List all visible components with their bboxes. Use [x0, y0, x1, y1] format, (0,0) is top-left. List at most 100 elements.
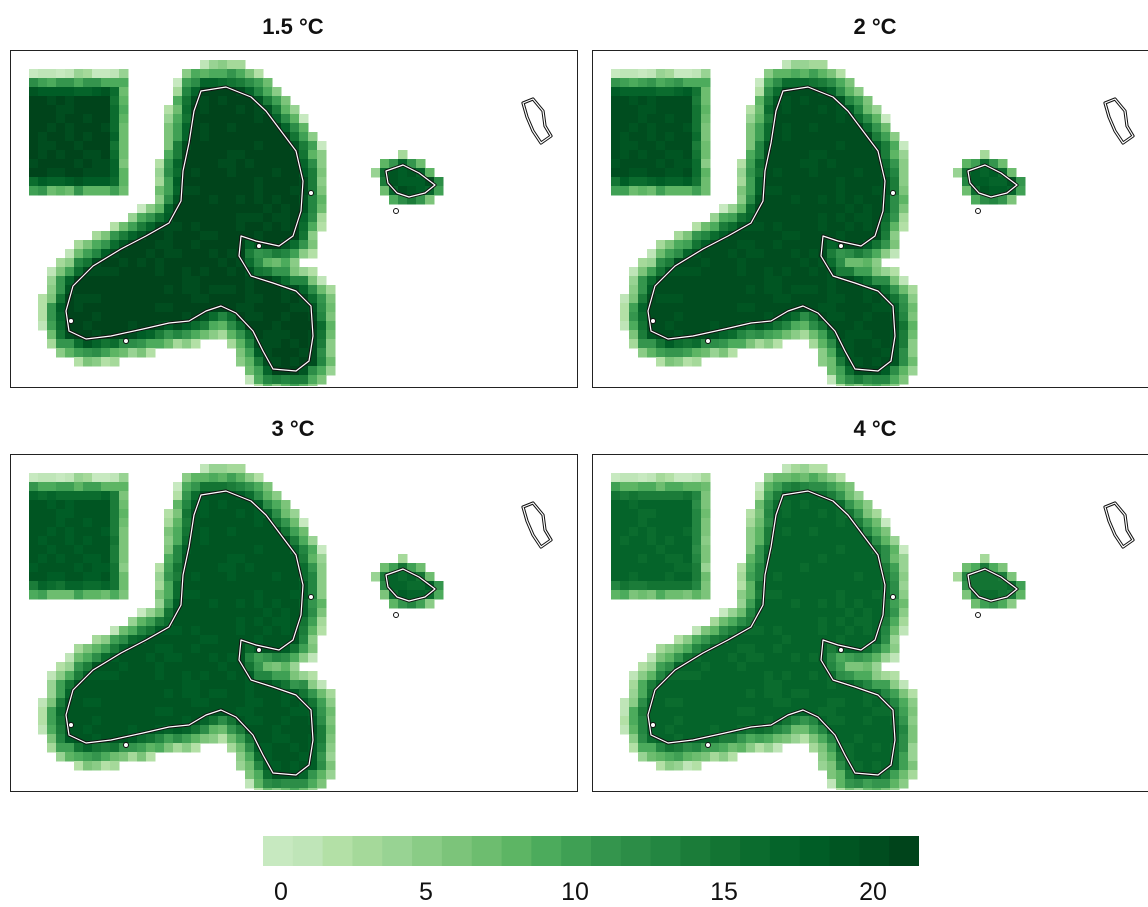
map-cell [29, 554, 39, 564]
map-cell [146, 285, 156, 295]
map-cell [254, 563, 264, 573]
map-cell [845, 258, 855, 268]
map-cell [245, 141, 255, 151]
map-cell [863, 276, 873, 286]
map-cell [29, 572, 39, 582]
map-cell [236, 626, 246, 636]
map-cell [119, 653, 129, 663]
map-cell [818, 105, 828, 115]
map-cell [317, 366, 327, 376]
map-cell [128, 698, 138, 708]
map-cell [29, 114, 39, 124]
map-cell [128, 267, 138, 277]
map-cell [254, 581, 264, 591]
map-cell [755, 312, 765, 322]
map-cell [146, 689, 156, 699]
map-cell [326, 321, 336, 331]
map-cell [56, 473, 66, 483]
map-cell [299, 357, 309, 367]
map-cell [227, 330, 237, 340]
islet [393, 208, 399, 214]
map-cell [692, 671, 702, 681]
map-cell [755, 671, 765, 681]
map-cell [818, 734, 828, 744]
map-cell [638, 554, 648, 564]
map-cell [764, 473, 774, 483]
map-cell [209, 78, 219, 88]
map-cell [263, 482, 273, 492]
map-cell [29, 509, 39, 519]
map-cell [773, 599, 783, 609]
map-cell [173, 87, 183, 97]
map-cell [881, 168, 891, 178]
map-cell [647, 186, 657, 196]
map-cell [872, 599, 882, 609]
map-cell [827, 177, 837, 187]
map-cell [674, 545, 684, 555]
map-cell [110, 276, 120, 286]
map-cell [647, 734, 657, 744]
map-cell [836, 491, 846, 501]
map-cell [890, 294, 900, 304]
map-cell [737, 258, 747, 268]
map-cell [899, 348, 909, 358]
map-cell [128, 339, 138, 349]
map-cell [674, 132, 684, 142]
map-cell [737, 680, 747, 690]
map-cell [281, 788, 291, 790]
map-cell [638, 707, 648, 717]
map-cell [317, 734, 327, 744]
map-cell [137, 608, 147, 618]
map-cell [200, 707, 210, 717]
map-cell [182, 536, 192, 546]
map-cell [74, 716, 84, 726]
map-cell [1007, 195, 1017, 205]
map-cell [755, 716, 765, 726]
map-cell [47, 572, 57, 582]
map-cell [101, 285, 111, 295]
map-cell [119, 581, 129, 591]
map-cell [692, 716, 702, 726]
map-cell [74, 554, 84, 564]
islet [975, 208, 981, 214]
map-cell [755, 572, 765, 582]
map-cell [899, 752, 909, 762]
map-cell [827, 114, 837, 124]
map-cell [110, 186, 120, 196]
map-cell [236, 222, 246, 232]
map-cell [218, 482, 228, 492]
map-cell [827, 132, 837, 142]
map-cell [764, 716, 774, 726]
map-cell [629, 581, 639, 591]
map-cell [164, 150, 174, 160]
map-cell [263, 572, 273, 582]
map-cell [764, 653, 774, 663]
map-cell [263, 186, 273, 196]
map-cell [638, 563, 648, 573]
map-cell [326, 707, 336, 717]
map-cell [782, 240, 792, 250]
map-cell [245, 186, 255, 196]
map-cell [980, 572, 990, 582]
map-cell [137, 743, 147, 753]
map-cell [881, 788, 891, 790]
map-cell [692, 545, 702, 555]
map-cell [254, 617, 264, 627]
map-cell [65, 258, 75, 268]
map-cell [191, 204, 201, 214]
map-cell [818, 330, 828, 340]
map-cell [674, 276, 684, 286]
map-cell [638, 285, 648, 295]
map-cell [674, 159, 684, 169]
map-cell [782, 617, 792, 627]
map-cell [800, 698, 810, 708]
map-cell [65, 150, 75, 160]
map-cell [872, 186, 882, 196]
map-cell [209, 150, 219, 160]
map-cell [65, 707, 75, 717]
map-cell [620, 177, 630, 187]
map-cell [683, 285, 693, 295]
map-cell [791, 725, 801, 735]
map-cell [83, 761, 93, 771]
colorbar-segment [531, 836, 562, 866]
